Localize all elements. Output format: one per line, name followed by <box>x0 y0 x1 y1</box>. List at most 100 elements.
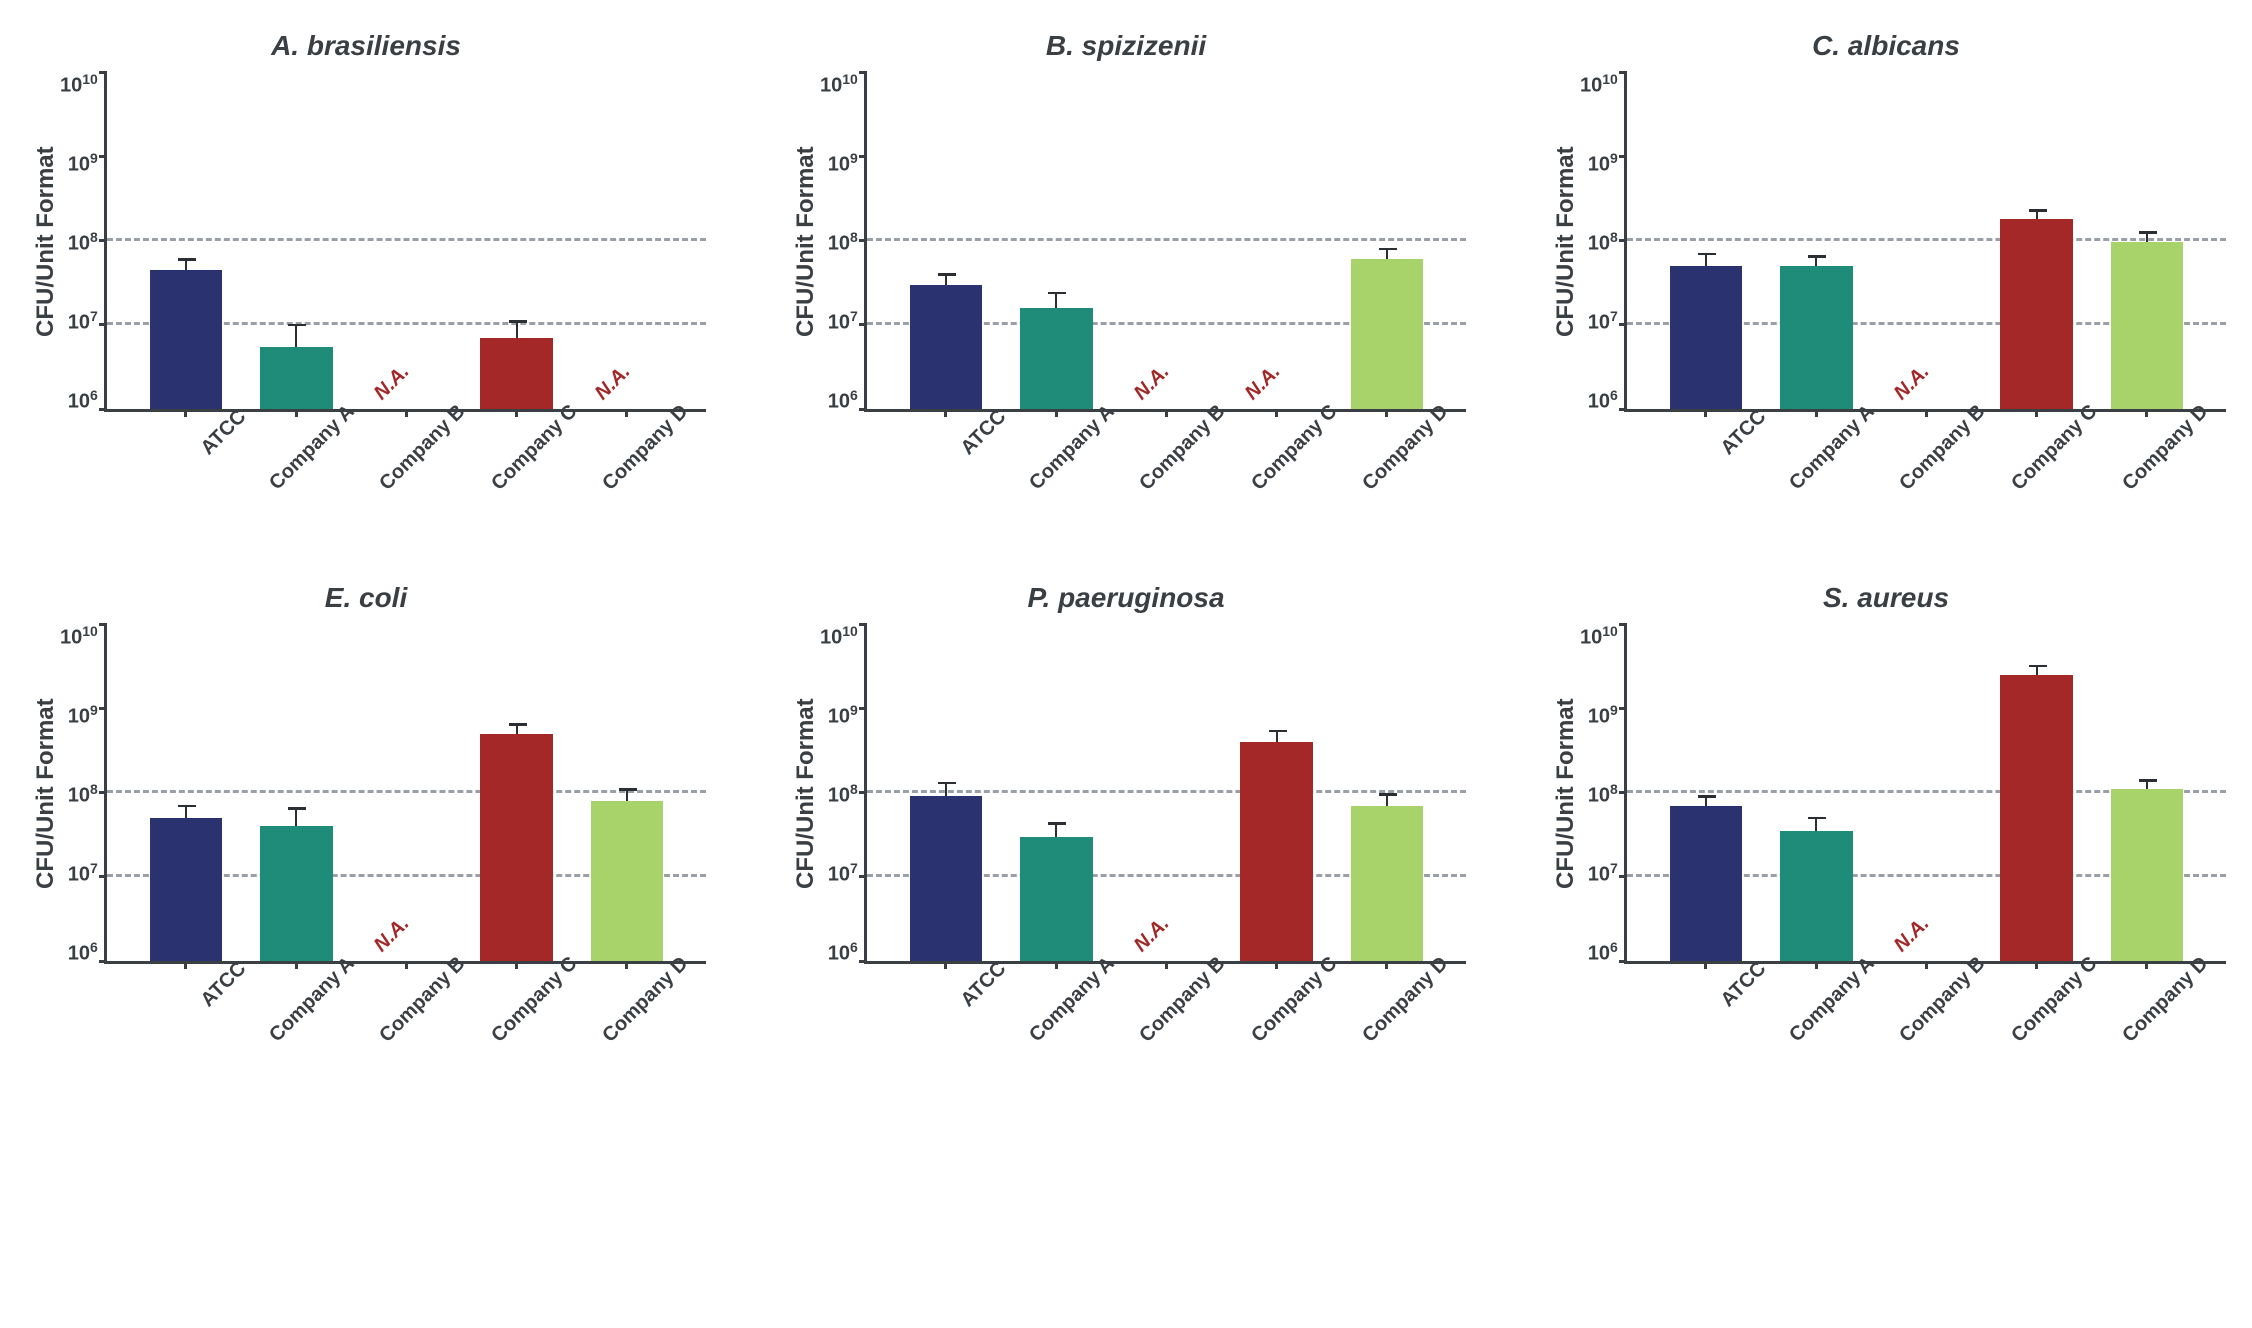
y-tick-label: 106 <box>68 940 98 964</box>
bar-slot <box>1651 72 1761 409</box>
bars-container: N.A. <box>867 624 1466 961</box>
y-axis-label: CFU/Unit Format <box>786 624 820 964</box>
bar <box>591 801 664 961</box>
bar-slot <box>462 624 572 961</box>
bar <box>1670 806 1743 961</box>
bar-slot <box>1761 624 1871 961</box>
bar <box>480 338 553 409</box>
y-axis-label: CFU/Unit Format <box>26 624 60 964</box>
na-label: N.A. <box>1130 912 1175 957</box>
panel-title: C. albicans <box>1546 30 2226 62</box>
y-ticks: 1010109108107106 <box>1580 72 1624 412</box>
bar-slot <box>572 624 682 961</box>
y-tick-label: 109 <box>1588 703 1618 727</box>
x-tick-label: Company D <box>1354 396 1510 552</box>
bar-slot <box>2092 72 2202 409</box>
bar-slot <box>1332 72 1442 409</box>
bar-slot <box>462 72 572 409</box>
y-ticks: 1010109108107106 <box>60 624 104 964</box>
bar <box>150 818 223 961</box>
na-label: N.A. <box>370 360 415 405</box>
bar <box>260 826 333 961</box>
panel-title: E. coli <box>26 582 706 614</box>
y-tick-label: 107 <box>828 309 858 333</box>
plot-area: N.A. <box>864 624 1466 964</box>
bar <box>480 734 553 961</box>
y-tick-label: 106 <box>828 388 858 412</box>
bar-slot <box>241 72 351 409</box>
x-ticks: ATCCCompany ACompany BCompany CCompany D <box>892 964 1466 1074</box>
bar-slot: N.A. <box>1111 624 1221 961</box>
y-tick-label: 1010 <box>1580 624 1618 648</box>
x-ticks: ATCCCompany ACompany BCompany CCompany D <box>1652 964 2226 1074</box>
y-axis-label: CFU/Unit Format <box>1546 72 1580 412</box>
x-ticks: ATCCCompany ACompany BCompany CCompany D <box>892 412 1466 522</box>
bar-slot: N.A. <box>572 72 682 409</box>
y-tick-label: 108 <box>1588 782 1618 806</box>
na-label: N.A. <box>1130 360 1175 405</box>
bar <box>1020 308 1093 409</box>
chart-panel: B. spizizeniiCFU/Unit Format101010910810… <box>786 30 1466 522</box>
x-tick-label: Company D <box>594 396 750 552</box>
bars-container: N.A. N.A. <box>867 72 1466 409</box>
y-tick-label: 107 <box>828 861 858 885</box>
panel-title: B. spizizenii <box>786 30 1466 62</box>
x-tick-label: Company D <box>594 948 750 1104</box>
bar <box>260 347 333 409</box>
bar-slot: N.A. <box>351 624 461 961</box>
bar-slot <box>1001 624 1111 961</box>
y-tick-label: 109 <box>828 703 858 727</box>
y-axis-label: CFU/Unit Format <box>26 72 60 412</box>
y-axis-label: CFU/Unit Format <box>786 72 820 412</box>
bar-slot <box>131 624 241 961</box>
y-tick-label: 107 <box>68 861 98 885</box>
bars-container: N.A. N.A. <box>107 72 706 409</box>
x-tick-label: Company D <box>2114 948 2252 1104</box>
bar <box>150 270 223 409</box>
bar-slot <box>1761 72 1871 409</box>
panel-title: S. aureus <box>1546 582 2226 614</box>
y-tick-label: 109 <box>828 151 858 175</box>
na-label: N.A. <box>591 360 636 405</box>
bar-slot <box>1222 624 1332 961</box>
bar-slot <box>2092 624 2202 961</box>
bar-slot <box>241 624 351 961</box>
y-tick-label: 108 <box>828 782 858 806</box>
y-tick-label: 106 <box>1588 388 1618 412</box>
y-tick-label: 109 <box>68 151 98 175</box>
chart-panel: C. albicansCFU/Unit Format10101091081071… <box>1546 30 2226 522</box>
y-tick-label: 1010 <box>60 624 98 648</box>
bar-slot <box>1982 624 2092 961</box>
bar-slot <box>1651 624 1761 961</box>
bar <box>1351 806 1424 961</box>
y-tick-label: 109 <box>68 703 98 727</box>
x-ticks: ATCCCompany ACompany BCompany CCompany D <box>1652 412 2226 522</box>
y-tick-label: 107 <box>1588 861 1618 885</box>
y-tick-label: 106 <box>68 388 98 412</box>
y-tick-label: 108 <box>1588 230 1618 254</box>
bar-slot <box>1001 72 1111 409</box>
y-tick-label: 107 <box>68 309 98 333</box>
x-tick-label: Company D <box>2114 396 2252 552</box>
bar <box>1020 837 1093 961</box>
bar-slot <box>891 624 1001 961</box>
y-tick-label: 1010 <box>1580 72 1618 96</box>
y-tick-label: 107 <box>1588 309 1618 333</box>
plot-area: N.A. <box>1624 624 2226 964</box>
chart-panel: E. coliCFU/Unit Format1010109108107106N.… <box>26 582 706 1074</box>
bar <box>1780 831 1853 961</box>
panel-title: A. brasiliensis <box>26 30 706 62</box>
y-ticks: 1010109108107106 <box>820 624 864 964</box>
bar-slot <box>1332 624 1442 961</box>
chart-grid: A. brasiliensisCFU/Unit Format1010109108… <box>26 30 2226 1074</box>
y-tick-label: 1010 <box>820 72 858 96</box>
x-ticks: ATCCCompany ACompany BCompany CCompany D <box>132 964 706 1074</box>
plot-area: N.A. <box>1624 72 2226 412</box>
y-tick-label: 108 <box>68 230 98 254</box>
y-tick-label: 1010 <box>60 72 98 96</box>
na-label: N.A. <box>370 912 415 957</box>
na-label: N.A. <box>1240 360 1285 405</box>
bar <box>1240 742 1313 961</box>
na-label: N.A. <box>1890 912 1935 957</box>
bar <box>2111 242 2184 409</box>
